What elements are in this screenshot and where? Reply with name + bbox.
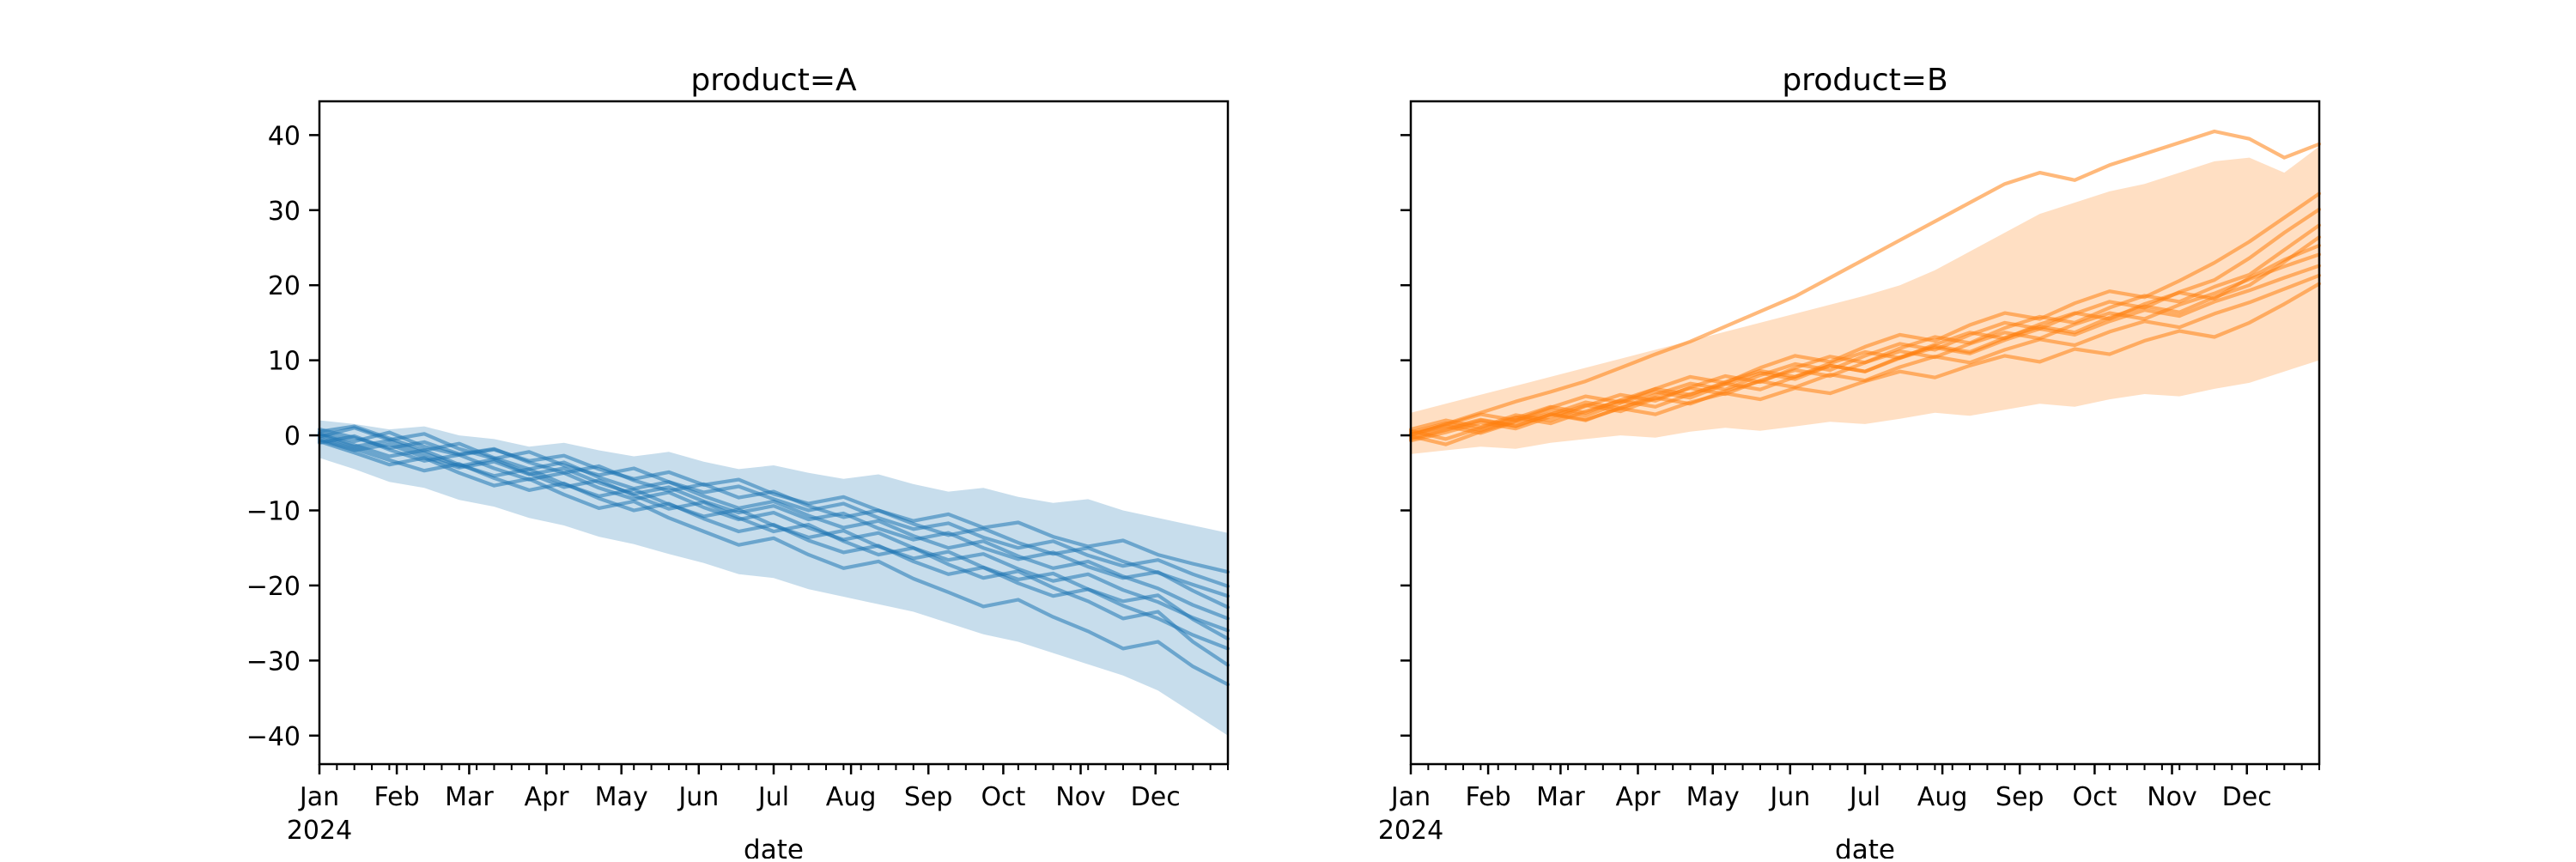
panel-b-title: product=B [1782,63,1947,98]
series-line-9 [1408,191,2322,436]
x-tick-label: Jan [298,782,339,812]
x-tick-label: Apr [525,782,570,812]
x-tick-label: Aug [826,782,877,812]
series-line-6 [317,434,1230,633]
x-tick-label: Oct [2072,782,2117,812]
panel-a-title: product=A [690,63,857,98]
x-tick-label: Jun [1768,782,1810,812]
series-line-8 [1408,207,2322,441]
y-tick-label: −20 [246,572,301,602]
x-tick-label: Nov [1055,782,1106,812]
x-tick-label: Mar [445,782,494,812]
x-tick-label: May [1686,782,1740,812]
panel-product=A: Jan 2024 Feb Mar Apr May Jun Jul Aug Sep Oct Nov Dec… [246,100,1230,846]
series-line-10 [317,439,1230,687]
x-tick-label: Jun [677,782,719,812]
x-tick-year-label: 2024 [1378,816,1443,846]
x-tick-label: Jul [1848,782,1880,812]
series-line-7 [1408,223,2322,432]
panels-group: Jan 2024 Feb Mar Apr May Jun Jul Aug Sep Oct Nov Dec… [246,100,2322,846]
x-tick-label: Feb [374,782,420,812]
y-tick-label: −30 [246,646,301,677]
series-line-8 [317,436,1230,651]
series-line-3 [317,428,1230,598]
y-tick-label: −10 [246,496,301,526]
series-line-10 [1408,129,2322,438]
x-tick-label: Apr [1616,782,1662,812]
y-tick-label: 20 [268,271,301,301]
x-tick-label: Mar [1536,782,1585,812]
x-tick-label: Sep [1996,782,2044,812]
x-tick-label: Sep [904,782,953,812]
y-tick-label: 30 [268,197,301,227]
x-tick-label: Dec [2222,782,2272,812]
panel-a-xaxis-label: date [744,835,804,859]
panel-b-xaxis-label: date [1835,835,1895,859]
y-tick-label: 10 [268,347,301,377]
error-band [319,420,1228,736]
y-tick-label: −40 [246,722,301,752]
x-tick-year-label: 2024 [287,816,352,846]
x-tick-label: Dec [1131,782,1181,812]
y-tick-label: 40 [268,121,301,151]
x-tick-label: Nov [2147,782,2197,812]
series-line-9 [317,434,1230,667]
x-tick-label: May [595,782,648,812]
x-tick-label: Jan [1389,782,1431,812]
x-tick-label: Feb [1466,782,1511,812]
panel-product=B: Jan 2024 Feb Mar Apr May Jun Jul Aug Sep Oct Nov Dec [1378,100,2322,846]
y-tick-label: 0 [284,422,301,452]
x-tick-label: Aug [1917,782,1968,812]
series-line-5 [317,424,1230,621]
x-tick-label: Oct [981,782,1025,812]
error-band [1411,146,2319,454]
x-tick-label: Jul [756,782,789,812]
